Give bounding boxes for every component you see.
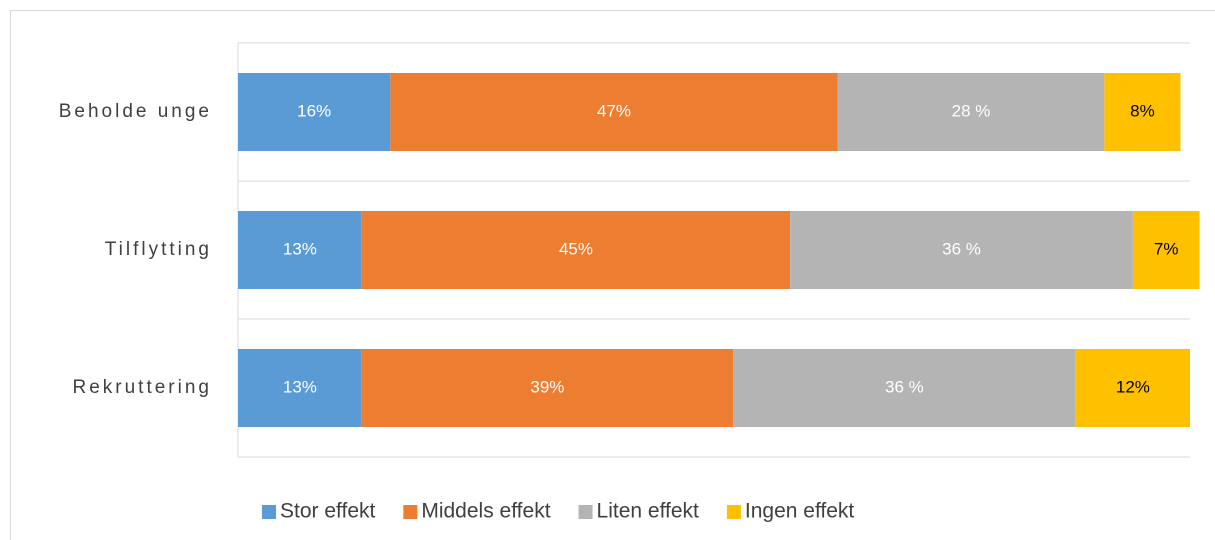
legend-label: Liten effekt	[597, 500, 700, 523]
data-label: 16%	[297, 101, 331, 120]
data-label: 13%	[283, 377, 317, 396]
data-label: 7%	[1154, 239, 1179, 258]
data-label: 13%	[283, 239, 317, 258]
y-tick-label: Tilflytting	[105, 239, 212, 260]
data-label: 47%	[597, 101, 631, 120]
bar-segment	[238, 211, 362, 289]
bar-segment	[1132, 211, 1200, 289]
bar-segment	[1104, 73, 1181, 151]
bar-segment	[238, 73, 391, 151]
legend-swatch	[578, 505, 593, 519]
data-label: 36 %	[885, 377, 924, 396]
legend-swatch	[726, 505, 741, 519]
data-label: 8%	[1130, 101, 1155, 120]
data-label: 36 %	[942, 239, 981, 258]
legend-swatch	[262, 505, 276, 519]
bar-segment	[790, 211, 1133, 289]
y-tick-label: Beholde unge	[59, 101, 212, 122]
bar-segment	[238, 349, 362, 427]
bar-segment	[733, 349, 1076, 427]
legend-label: Ingen effekt	[745, 500, 855, 523]
legend-label: Middels effekt	[421, 500, 550, 523]
data-label: 39%	[530, 377, 564, 396]
bar-segment	[390, 73, 838, 151]
legend-swatch	[403, 505, 418, 519]
bar-segment	[361, 349, 734, 427]
bar-segment	[361, 211, 791, 289]
data-label: 28 %	[952, 101, 991, 120]
y-tick-label: Rekruttering	[73, 377, 213, 398]
bar-segment	[1075, 349, 1190, 427]
data-label: 45%	[559, 239, 593, 258]
bar-segment	[837, 73, 1105, 151]
legend-label: Stor effekt	[280, 500, 375, 523]
data-label: 12%	[1116, 377, 1150, 396]
